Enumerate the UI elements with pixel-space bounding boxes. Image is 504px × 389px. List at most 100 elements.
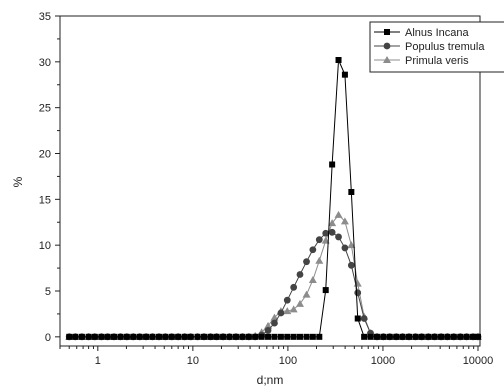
data-point <box>265 333 272 340</box>
data-point <box>463 333 470 340</box>
data-point <box>130 333 137 340</box>
data-point <box>367 333 374 340</box>
data-point <box>239 333 246 340</box>
legend: Alnus Incana Populus tremula Primula veris <box>369 21 504 73</box>
y-tick-label: 15 <box>39 194 51 206</box>
data-point <box>66 333 73 340</box>
data-point <box>295 299 304 307</box>
data-point <box>335 57 342 63</box>
data-point <box>111 333 118 340</box>
x-tick-label: 1 <box>95 355 101 367</box>
data-point <box>162 333 169 340</box>
series-layer <box>65 57 482 341</box>
data-point <box>213 333 220 340</box>
x-tick-label: 1000 <box>371 355 395 367</box>
data-point <box>296 333 303 340</box>
data-point <box>303 333 310 340</box>
data-point <box>283 307 292 315</box>
data-point <box>303 258 310 266</box>
data-point <box>393 333 400 340</box>
y-tick-label: 20 <box>39 149 51 161</box>
data-point <box>264 327 272 334</box>
data-point <box>289 305 298 313</box>
y-tick-label: 10 <box>39 240 51 252</box>
series-alnus-incana <box>66 57 481 340</box>
data-point <box>450 333 457 340</box>
axes: 0 5 10 15 20 25 30 35 1 10 100 1000 10000 <box>39 11 494 367</box>
data-point <box>315 256 324 264</box>
data-point <box>361 333 368 340</box>
data-point <box>386 333 393 340</box>
data-point <box>406 333 413 340</box>
data-point <box>444 333 451 340</box>
data-point <box>117 333 124 340</box>
legend-box <box>369 21 504 73</box>
data-point <box>354 315 361 322</box>
data-point <box>175 333 182 340</box>
y-tick-label: 0 <box>45 332 51 344</box>
x-axis-label: d;nm <box>257 373 284 387</box>
data-point <box>98 333 105 340</box>
legend-marker <box>384 29 390 35</box>
data-point <box>143 333 150 340</box>
data-point <box>258 333 265 340</box>
data-point <box>283 296 291 304</box>
data-point <box>271 319 278 327</box>
data-point <box>315 236 323 244</box>
data-point <box>341 244 349 252</box>
data-point <box>322 229 330 237</box>
series-populus-tremula <box>65 228 482 341</box>
data-point <box>335 233 342 241</box>
data-point <box>334 210 343 218</box>
data-point <box>78 333 85 340</box>
data-point <box>284 333 291 340</box>
data-point <box>270 313 279 321</box>
data-point <box>181 333 188 340</box>
data-point <box>252 333 259 340</box>
data-point <box>85 333 92 340</box>
data-point <box>296 271 304 278</box>
data-point <box>329 161 336 168</box>
data-point <box>347 241 356 249</box>
data-point <box>474 333 481 340</box>
data-point <box>302 290 311 298</box>
data-point <box>360 315 368 322</box>
data-point <box>277 333 284 340</box>
data-point <box>308 276 317 283</box>
data-point <box>425 333 432 340</box>
data-point <box>316 333 323 340</box>
data-point <box>155 333 162 340</box>
data-point <box>194 333 201 340</box>
data-point <box>290 333 297 340</box>
data-point <box>226 333 233 340</box>
legend-label: Alnus Incana <box>405 27 469 39</box>
y-axis-label: % <box>11 176 25 187</box>
data-point <box>264 321 273 329</box>
data-point <box>245 333 252 340</box>
y-tick-label: 25 <box>39 103 51 115</box>
x-tick-label: 10000 <box>463 355 494 367</box>
data-point <box>271 333 278 340</box>
data-point <box>168 333 175 340</box>
data-point <box>149 333 156 340</box>
data-point <box>91 333 98 340</box>
data-point <box>309 333 316 340</box>
data-point <box>438 333 445 340</box>
data-point <box>72 333 79 340</box>
x-tick-label: 10 <box>187 355 199 367</box>
y-tick-label: 5 <box>45 286 51 298</box>
legend-marker <box>383 42 391 50</box>
data-point <box>354 289 362 297</box>
data-point <box>418 333 425 340</box>
data-point <box>399 333 406 340</box>
data-point <box>348 189 355 195</box>
data-point <box>431 333 438 340</box>
data-point <box>380 333 387 340</box>
data-point <box>123 333 130 340</box>
data-point <box>412 333 419 340</box>
data-point <box>322 287 329 294</box>
data-point <box>201 333 208 340</box>
data-point <box>309 246 317 254</box>
y-tick-label: 30 <box>39 57 51 69</box>
